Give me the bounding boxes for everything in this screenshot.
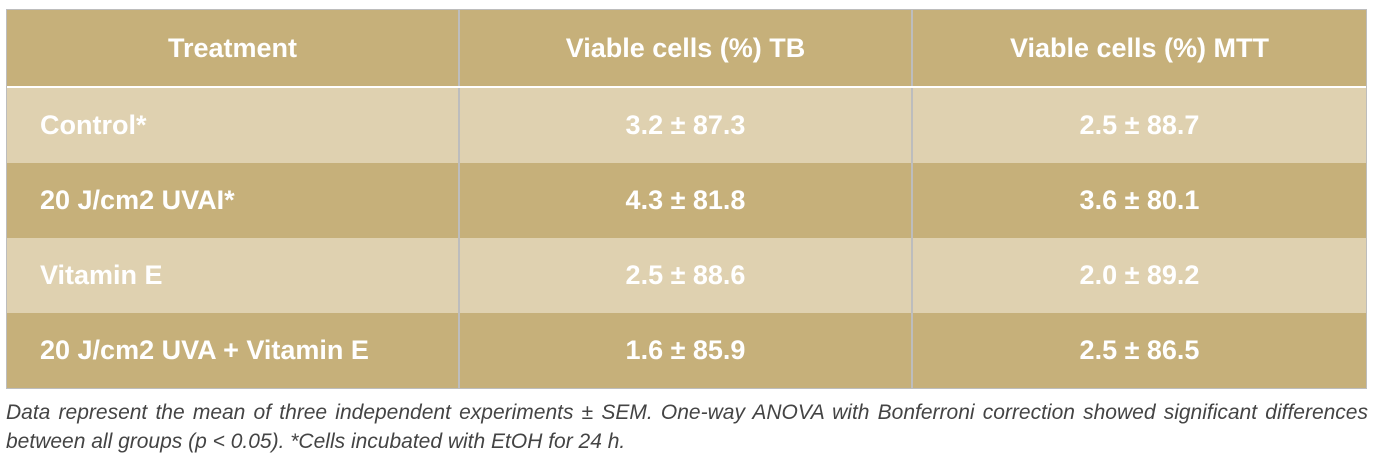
cell-mtt: 2.5 ± 88.7	[911, 87, 1366, 163]
cell-mtt: 2.5 ± 86.5	[911, 312, 1366, 388]
cell-treatment: Vitamin E	[7, 237, 459, 313]
viability-table: Treatment Viable cells (%) TB Viable cel…	[7, 10, 1366, 388]
table-header-row: Treatment Viable cells (%) TB Viable cel…	[7, 10, 1366, 88]
table-row: Vitamin E 2.5 ± 88.6 2.0 ± 89.2	[7, 237, 1366, 313]
cell-treatment: 20 J/cm2 UVAI*	[7, 163, 459, 238]
header-treatment: Treatment	[7, 10, 459, 88]
header-viable-tb: Viable cells (%) TB	[458, 10, 912, 88]
cell-treatment: Control*	[7, 87, 459, 163]
header-viable-mtt: Viable cells (%) MTT	[911, 10, 1366, 88]
cell-treatment: 20 J/cm2 UVA + Vitamin E	[7, 312, 459, 388]
cell-tb: 4.3 ± 81.8	[458, 163, 912, 238]
table-row: 20 J/cm2 UVAI* 4.3 ± 81.8 3.6 ± 80.1	[7, 163, 1366, 238]
cell-tb: 1.6 ± 85.9	[458, 312, 912, 388]
data-table-container: Treatment Viable cells (%) TB Viable cel…	[6, 9, 1367, 389]
table-caption: Data represent the mean of three indepen…	[6, 401, 1368, 453]
cell-tb: 2.5 ± 88.6	[458, 237, 912, 313]
cell-mtt: 2.0 ± 89.2	[911, 237, 1366, 313]
table-row: 20 J/cm2 UVA + Vitamin E 1.6 ± 85.9 2.5 …	[7, 312, 1366, 388]
cell-tb: 3.2 ± 87.3	[458, 87, 912, 163]
table-row: Control* 3.2 ± 87.3 2.5 ± 88.7	[7, 87, 1366, 163]
cell-mtt: 3.6 ± 80.1	[911, 163, 1366, 238]
